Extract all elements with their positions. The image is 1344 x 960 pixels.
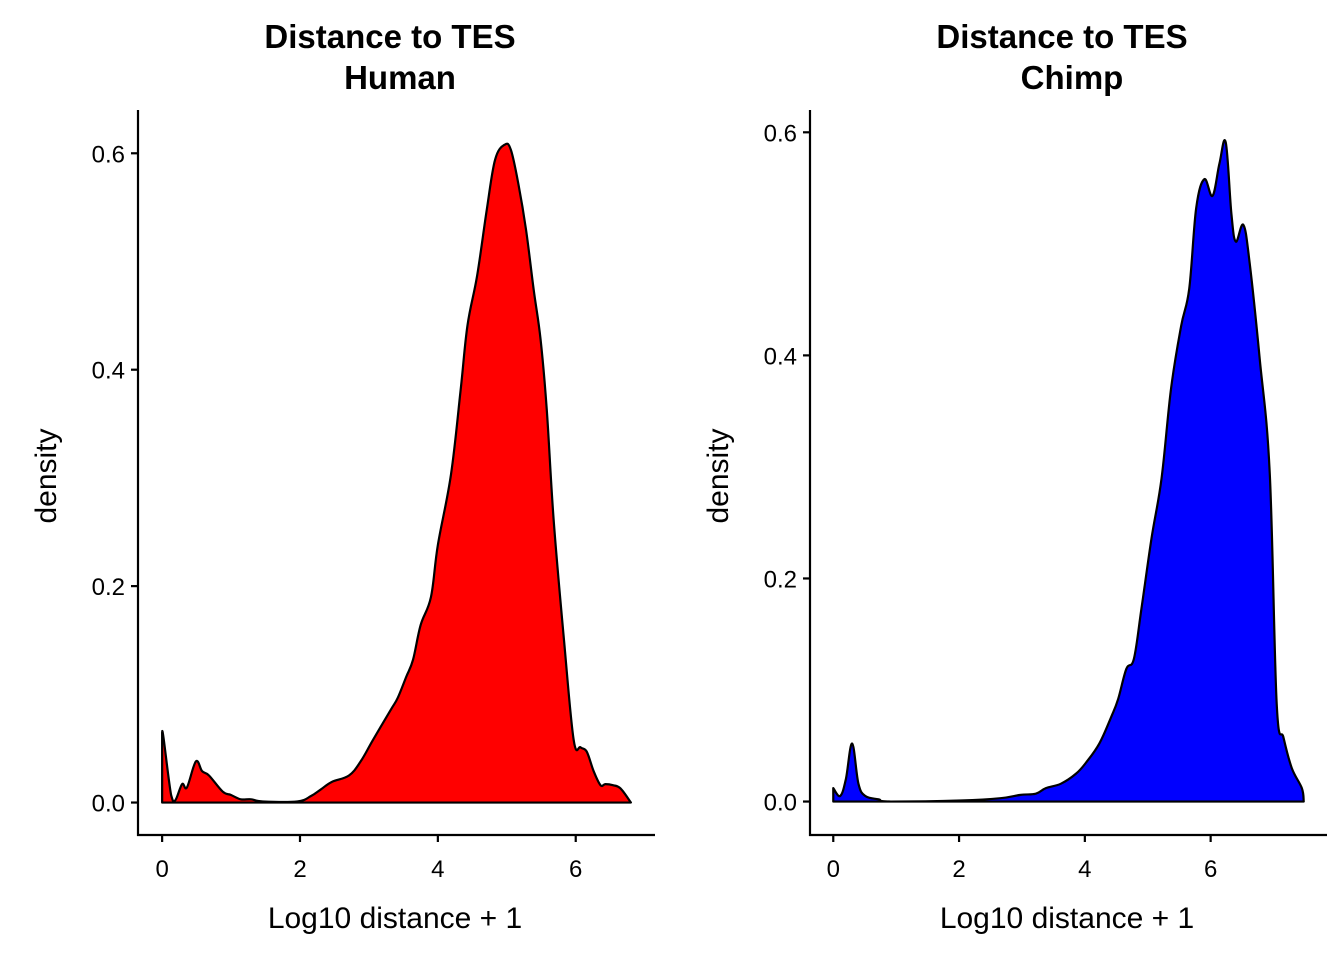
x-tick-label: 2 [952, 856, 965, 883]
y-tick-label: 0.4 [764, 343, 797, 370]
y-tick-label: 0.0 [92, 791, 125, 818]
chart-title-line1: Distance to TES [264, 18, 515, 55]
chart-title-line1: Distance to TES [936, 18, 1187, 55]
y-tick-label: 0.2 [92, 574, 125, 601]
y-tick-label: 0.6 [764, 120, 797, 147]
y-tick-label: 0.0 [764, 790, 797, 817]
chart-title-line2: Chimp [1021, 59, 1124, 96]
y-ticks: 0.0 0.2 0.4 0.6 [764, 120, 810, 817]
y-tick-label: 0.2 [764, 566, 797, 593]
y-tick-label: 0.6 [92, 141, 125, 168]
y-axis-label: density [30, 428, 63, 523]
x-tick-label: 0 [827, 856, 840, 883]
x-tick-label: 6 [569, 856, 582, 883]
x-ticks: 0 2 4 6 [827, 835, 1217, 883]
x-ticks: 0 2 4 6 [155, 835, 582, 883]
plot-area [832, 139, 1305, 803]
x-tick-label: 0 [155, 856, 168, 883]
x-tick-label: 6 [1204, 856, 1217, 883]
x-axis-label: Log10 distance + 1 [268, 902, 522, 935]
y-ticks: 0.0 0.2 0.4 0.6 [92, 141, 138, 818]
x-tick-label: 4 [1078, 856, 1091, 883]
plot-area [161, 142, 632, 804]
y-axis-label: density [702, 428, 735, 523]
x-tick-label: 2 [293, 856, 306, 883]
y-tick-label: 0.4 [92, 358, 125, 385]
density-area [161, 142, 632, 804]
x-tick-label: 4 [431, 856, 444, 883]
chart-title-line2: Human [344, 59, 456, 96]
x-axis-label: Log10 distance + 1 [940, 902, 1194, 935]
density-area [832, 139, 1305, 803]
